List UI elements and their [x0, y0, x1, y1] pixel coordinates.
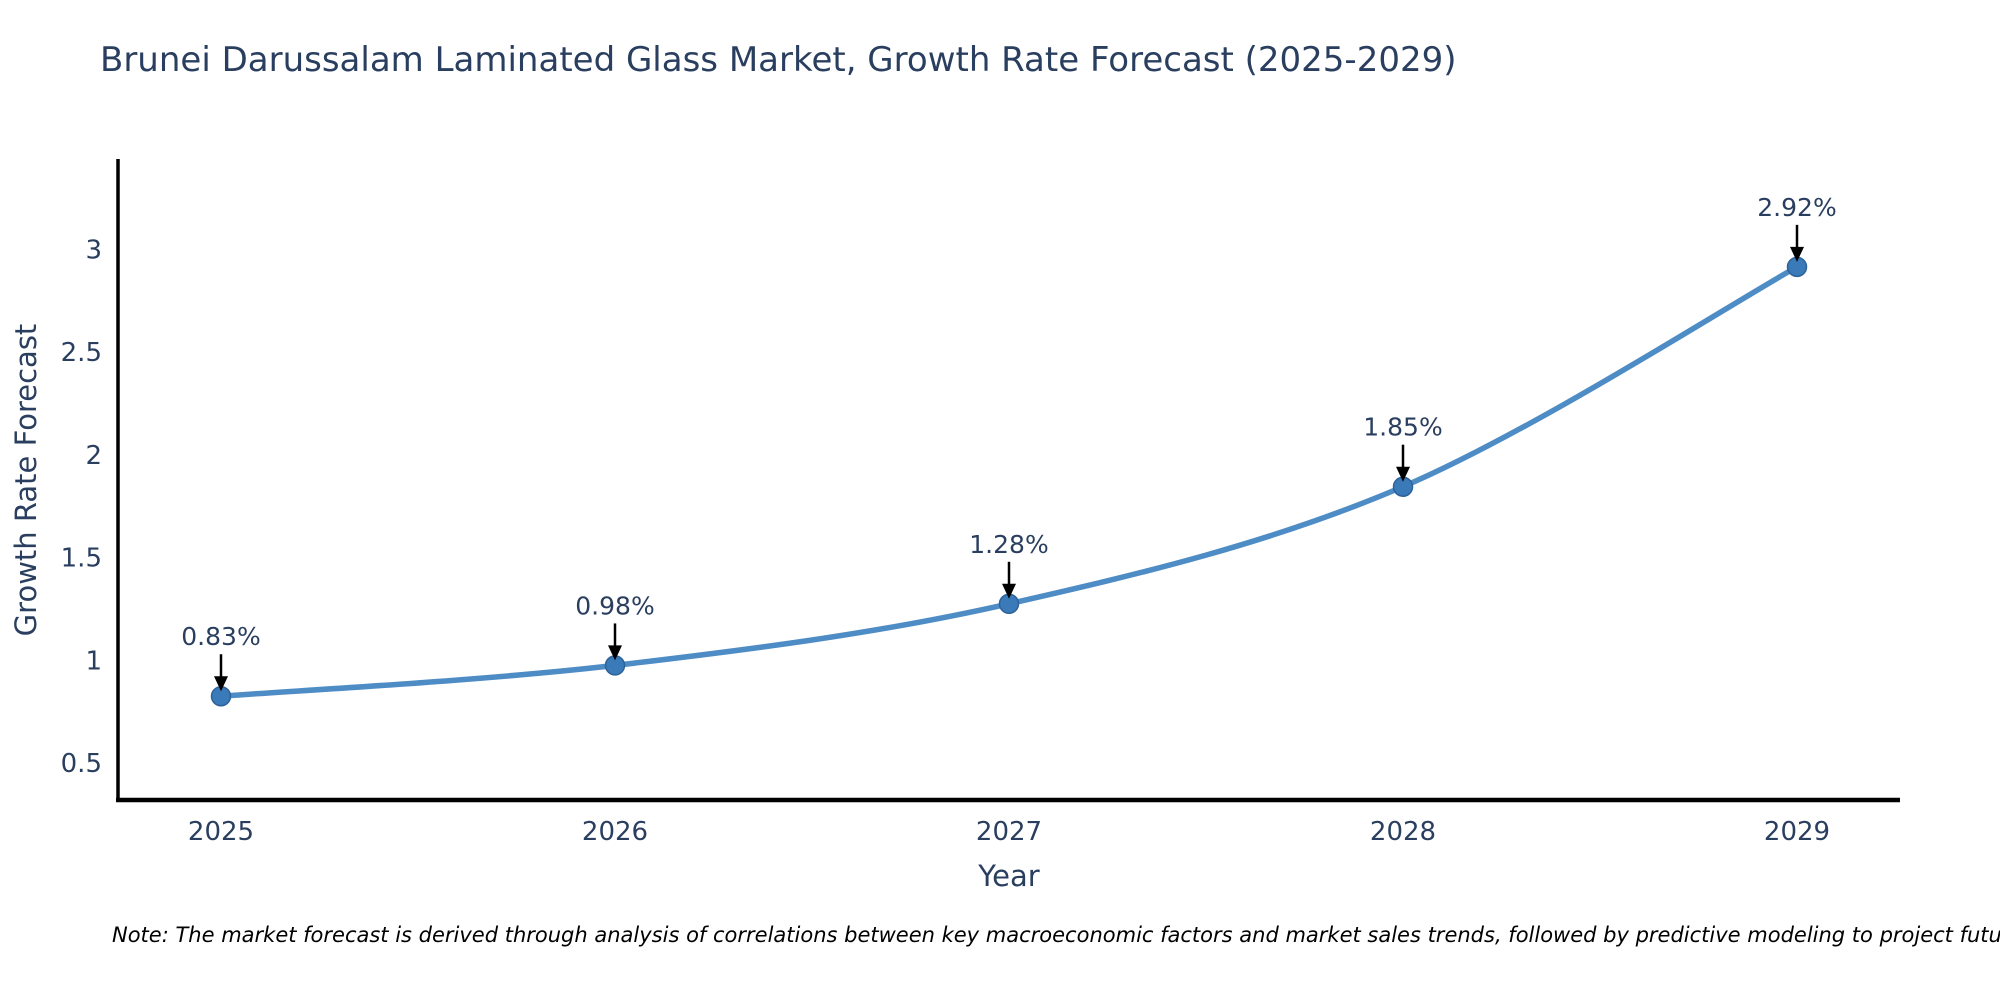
annotation-arrowhead-icon: [1790, 246, 1804, 262]
annotation-arrowhead-icon: [608, 645, 622, 661]
annotation-arrowhead-icon: [1002, 583, 1016, 599]
annotation-arrowhead-icon: [1396, 466, 1410, 482]
y-tick-label: 0.5: [61, 749, 102, 779]
footnote: Note: The market forecast is derived thr…: [112, 923, 2000, 947]
growth-rate-line: [218, 264, 1800, 699]
data-point-label: 1.28%: [969, 530, 1048, 559]
chart-title: Brunei Darussalam Laminated Glass Market…: [100, 40, 1456, 80]
x-tick-label: 2029: [1764, 817, 1830, 847]
y-tick-label: 1: [85, 646, 102, 676]
x-axis-title: Year: [977, 859, 1039, 893]
y-tick-label: 2: [85, 441, 102, 471]
data-point-label: 2.92%: [1757, 193, 1836, 222]
y-tick-label: 3: [85, 235, 102, 265]
y-tick-label: 1.5: [61, 544, 102, 574]
x-tick-label: 2027: [976, 817, 1042, 847]
plot-area: 0.5 1 1.5 2 2.5 3 2025 2026 2027 2028 2029 0.83% 0.9…: [61, 159, 1900, 847]
x-tick-label: 2026: [582, 817, 648, 847]
y-axis-title: Growth Rate Forecast: [9, 324, 43, 637]
data-point-label: 0.98%: [575, 591, 654, 620]
x-tick-label: 2025: [188, 817, 254, 847]
data-point-label: 1.85%: [1363, 413, 1442, 442]
annotation-arrowhead-icon: [214, 676, 228, 692]
data-point-label: 0.83%: [181, 622, 260, 651]
y-tick-label: 2.5: [61, 338, 102, 368]
x-tick-label: 2028: [1370, 817, 1436, 847]
